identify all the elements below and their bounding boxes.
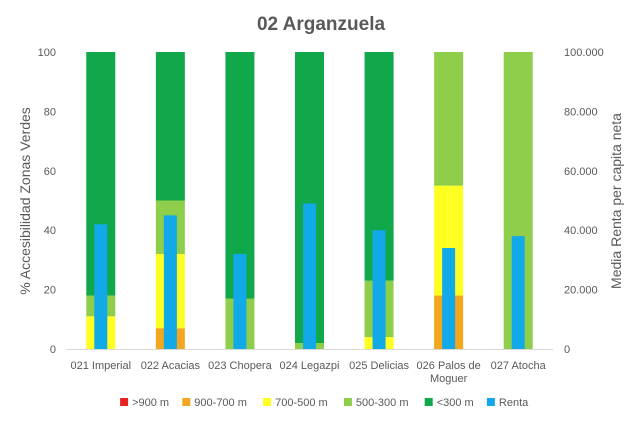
y-tick-label: 40 — [44, 225, 56, 237]
legend-swatch — [424, 398, 433, 406]
stack-segment — [434, 52, 464, 186]
stack-segment — [155, 52, 185, 201]
y-axis-title: % Accesibilidad Zonas Verdes — [17, 107, 33, 295]
renta-bar — [233, 253, 247, 349]
y2-axis-title: Media Renta per capita neta — [608, 113, 624, 289]
renta-bar — [442, 248, 456, 349]
legend-swatch — [486, 398, 495, 406]
renta-bar — [303, 203, 316, 349]
chart-title: 02 Arganzuela — [257, 14, 386, 35]
y-tick-label: 20 — [44, 285, 56, 297]
renta-bar — [372, 230, 386, 349]
renta-bars — [94, 203, 525, 349]
x-tick-label: 024 Legazpi — [280, 360, 340, 372]
legend: >900 m 900-700 m 700-500 m 500-300 m <300 m R… — [120, 397, 529, 409]
y2-tick-label: 100.000 — [564, 47, 604, 59]
x-tick-label: 026 Palos de — [417, 360, 481, 372]
legend-label: Renta — [499, 397, 529, 409]
right-axis: 0 20.000 40.000 60.000 80.000 100.000 — [564, 47, 604, 356]
x-axis-labels: 021 Imperial 022 Acacias 023 Chopera 024 Le… — [71, 360, 547, 385]
legend-label: 700-500 m — [275, 397, 328, 409]
legend-swatch — [182, 398, 191, 406]
y2-tick-label: 20.000 — [564, 285, 598, 297]
x-tick-label: 022 Acacias — [141, 360, 201, 372]
y2-tick-label: 80.000 — [564, 106, 598, 118]
y2-tick-label: 60.000 — [564, 166, 598, 178]
y-tick-label: 60 — [44, 166, 56, 178]
y2-tick-label: 0 — [564, 344, 570, 356]
x-tick-label: 021 Imperial — [71, 360, 132, 372]
x-tick-label: Moguer — [430, 373, 468, 385]
legend-label: <300 m — [437, 397, 474, 409]
y-tick-label: 100 — [38, 47, 56, 59]
legend-swatch — [263, 398, 272, 406]
renta-bar — [511, 236, 525, 349]
y-tick-label: 0 — [50, 344, 56, 356]
x-tick-label: 025 Delicias — [349, 360, 409, 372]
legend-label: >900 m — [132, 397, 169, 409]
legend-label: 900-700 m — [194, 397, 247, 409]
renta-bar — [94, 224, 108, 349]
legend-swatch — [120, 398, 129, 406]
legend-swatch — [343, 398, 352, 406]
x-tick-label: 023 Chopera — [208, 360, 272, 372]
legend-label: 500-300 m — [356, 397, 409, 409]
renta-bar — [163, 215, 177, 349]
x-tick-label: 027 Atocha — [491, 360, 547, 372]
y2-tick-label: 40.000 — [564, 225, 598, 237]
y-tick-label: 80 — [44, 106, 56, 118]
left-axis: 0 20 40 60 80 100 — [38, 47, 56, 356]
